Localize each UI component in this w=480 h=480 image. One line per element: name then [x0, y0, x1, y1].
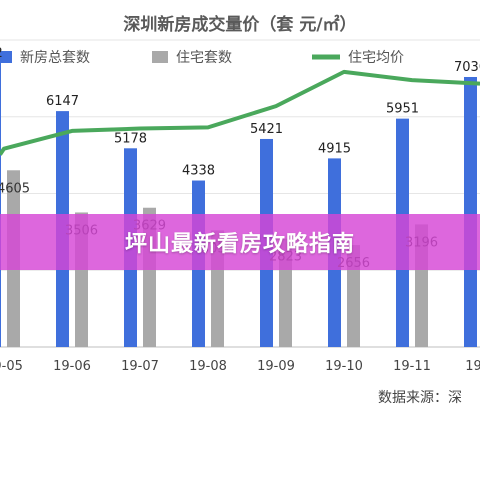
bar-new-19-1 — [464, 76, 477, 347]
label-new-19-10: 4915 — [318, 141, 351, 156]
label-new-19-09: 5421 — [250, 122, 283, 137]
label-residential-19-05: 4605 — [0, 181, 30, 196]
x-axis: 19-05 19-06 19-07 19-08 19-09 19-10 19-11 19-1 — [0, 359, 480, 374]
title-banner: 坪山最新看房攻略指南 — [0, 214, 480, 270]
x-tick-19-08: 19-08 — [189, 359, 227, 374]
label-new-19-05: 42 — [0, 46, 3, 61]
label-new-19-11: 5951 — [386, 102, 419, 117]
label-new-19-1: 7036 — [454, 60, 480, 75]
x-tick-19-06: 19-06 — [53, 359, 91, 374]
x-tick-19-1: 19-1 — [465, 359, 480, 374]
legend-label-1: 新房总套数 — [20, 50, 90, 66]
x-tick-19-10: 19-10 — [325, 359, 363, 374]
avg-price-line — [0, 69, 480, 156]
legend-swatch-2 — [152, 51, 168, 63]
line-series — [0, 69, 480, 156]
label-new-19-06: 6147 — [46, 94, 79, 109]
chart-title: 深圳新房成交量价（套 元/㎡） — [123, 14, 356, 35]
legend-label-3: 住宅均价 — [348, 50, 404, 66]
legend: 新房总套数 住宅套数 住宅均价 — [0, 50, 404, 66]
x-tick-19-05: 19-05 — [0, 359, 23, 374]
banner-text: 坪山最新看房攻略指南 — [124, 232, 355, 257]
x-tick-19-09: 19-09 — [257, 359, 295, 374]
x-tick-19-11: 19-11 — [393, 359, 431, 374]
label-new-19-08: 4338 — [182, 164, 215, 179]
label-new-19-07: 5178 — [114, 131, 147, 146]
bar-new-19-05 — [0, 63, 1, 348]
source-label: 数据来源：深 — [378, 390, 462, 406]
x-tick-19-07: 19-07 — [121, 359, 159, 374]
legend-swatch-1 — [0, 51, 12, 63]
legend-label-2: 住宅套数 — [176, 50, 232, 66]
bar-residential-19-10 — [347, 245, 360, 347]
